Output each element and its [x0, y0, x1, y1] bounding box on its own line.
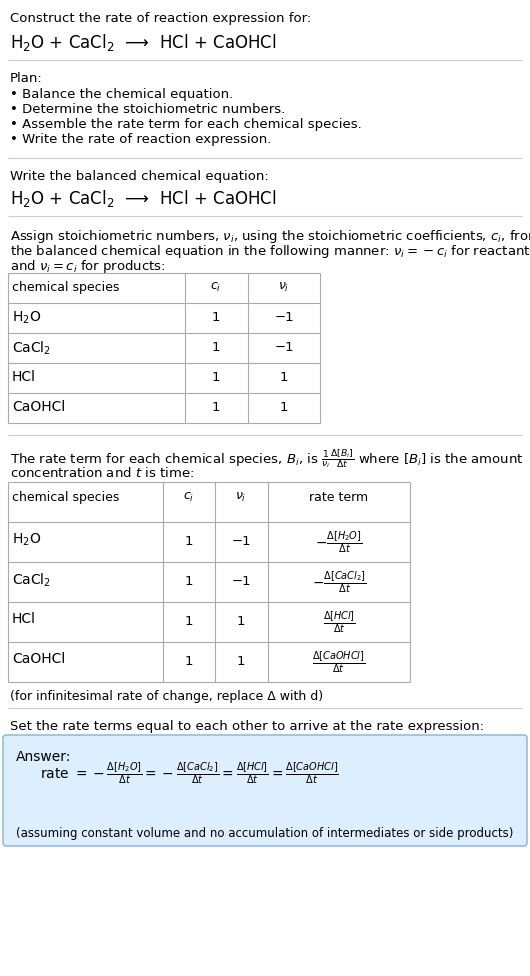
Text: H$_2$O + CaCl$_2$  ⟶  HCl + CaOHCl: H$_2$O + CaCl$_2$ ⟶ HCl + CaOHCl	[10, 32, 277, 53]
Text: 1: 1	[212, 401, 220, 414]
Text: CaOHCl: CaOHCl	[12, 652, 65, 666]
Text: H$_2$O: H$_2$O	[12, 532, 41, 549]
Text: H$_2$O + CaCl$_2$  ⟶  HCl + CaOHCl: H$_2$O + CaCl$_2$ ⟶ HCl + CaOHCl	[10, 188, 277, 209]
Text: CaOHCl: CaOHCl	[12, 400, 65, 414]
Text: Plan:: Plan:	[10, 72, 43, 85]
Text: $c_i$: $c_i$	[183, 491, 195, 504]
Text: (assuming constant volume and no accumulation of intermediates or side products): (assuming constant volume and no accumul…	[16, 827, 514, 840]
Text: Set the rate terms equal to each other to arrive at the rate expression:: Set the rate terms equal to each other t…	[10, 720, 484, 733]
Text: $\frac{\Delta[CaOHCl]}{\Delta t}$: $\frac{\Delta[CaOHCl]}{\Delta t}$	[312, 649, 366, 674]
Text: chemical species: chemical species	[12, 281, 119, 294]
Text: −1: −1	[231, 535, 251, 548]
Text: 1: 1	[237, 615, 245, 628]
Text: 1: 1	[212, 311, 220, 324]
Text: 1: 1	[212, 341, 220, 354]
Text: 1: 1	[185, 535, 193, 548]
Text: H$_2$O: H$_2$O	[12, 310, 41, 326]
Text: $c_i$: $c_i$	[210, 281, 222, 294]
Text: CaCl$_2$: CaCl$_2$	[12, 340, 51, 357]
Text: −1: −1	[274, 341, 294, 354]
Text: −1: −1	[274, 311, 294, 324]
Text: $-\frac{\Delta[H_2O]}{\Delta t}$: $-\frac{\Delta[H_2O]}{\Delta t}$	[315, 529, 363, 555]
Text: $\nu_i$: $\nu_i$	[235, 491, 246, 504]
Text: • Write the rate of reaction expression.: • Write the rate of reaction expression.	[10, 133, 271, 146]
Text: concentration and $t$ is time:: concentration and $t$ is time:	[10, 466, 194, 480]
Text: The rate term for each chemical species, $B_i$, is $\frac{1}{\nu_i}\frac{\Delta[: The rate term for each chemical species,…	[10, 447, 524, 470]
Text: 1: 1	[185, 575, 193, 588]
Text: HCl: HCl	[12, 612, 36, 626]
Text: 1: 1	[280, 371, 288, 384]
Text: (for infinitesimal rate of change, replace Δ with d): (for infinitesimal rate of change, repla…	[10, 690, 323, 703]
FancyBboxPatch shape	[3, 735, 527, 846]
Text: $-\frac{\Delta[CaCl_2]}{\Delta t}$: $-\frac{\Delta[CaCl_2]}{\Delta t}$	[312, 569, 366, 594]
Text: $\frac{\Delta[HCl]}{\Delta t}$: $\frac{\Delta[HCl]}{\Delta t}$	[323, 609, 356, 634]
Text: • Determine the stoichiometric numbers.: • Determine the stoichiometric numbers.	[10, 103, 285, 116]
Text: chemical species: chemical species	[12, 491, 119, 504]
Text: • Balance the chemical equation.: • Balance the chemical equation.	[10, 88, 233, 101]
Text: Write the balanced chemical equation:: Write the balanced chemical equation:	[10, 170, 269, 183]
Text: Answer:: Answer:	[16, 750, 72, 764]
Text: $\nu_i$: $\nu_i$	[278, 281, 290, 294]
Text: CaCl$_2$: CaCl$_2$	[12, 572, 51, 590]
Text: 1: 1	[280, 401, 288, 414]
Text: 1: 1	[237, 655, 245, 668]
Text: the balanced chemical equation in the following manner: $\nu_i = -c_i$ for react: the balanced chemical equation in the fo…	[10, 243, 530, 260]
Text: rate term: rate term	[310, 491, 368, 504]
Text: Construct the rate of reaction expression for:: Construct the rate of reaction expressio…	[10, 12, 311, 25]
Text: −1: −1	[231, 575, 251, 588]
Text: 1: 1	[185, 655, 193, 668]
Text: 1: 1	[185, 615, 193, 628]
Text: Assign stoichiometric numbers, $\nu_i$, using the stoichiometric coefficients, $: Assign stoichiometric numbers, $\nu_i$, …	[10, 228, 530, 245]
Text: and $\nu_i = c_i$ for products:: and $\nu_i = c_i$ for products:	[10, 258, 165, 275]
Text: • Assemble the rate term for each chemical species.: • Assemble the rate term for each chemic…	[10, 118, 362, 131]
Text: rate $= -\frac{\Delta[H_2O]}{\Delta t} = -\frac{\Delta[CaCl_2]}{\Delta t} = \fra: rate $= -\frac{\Delta[H_2O]}{\Delta t} =…	[40, 760, 339, 786]
Text: 1: 1	[212, 371, 220, 384]
Text: HCl: HCl	[12, 370, 36, 384]
